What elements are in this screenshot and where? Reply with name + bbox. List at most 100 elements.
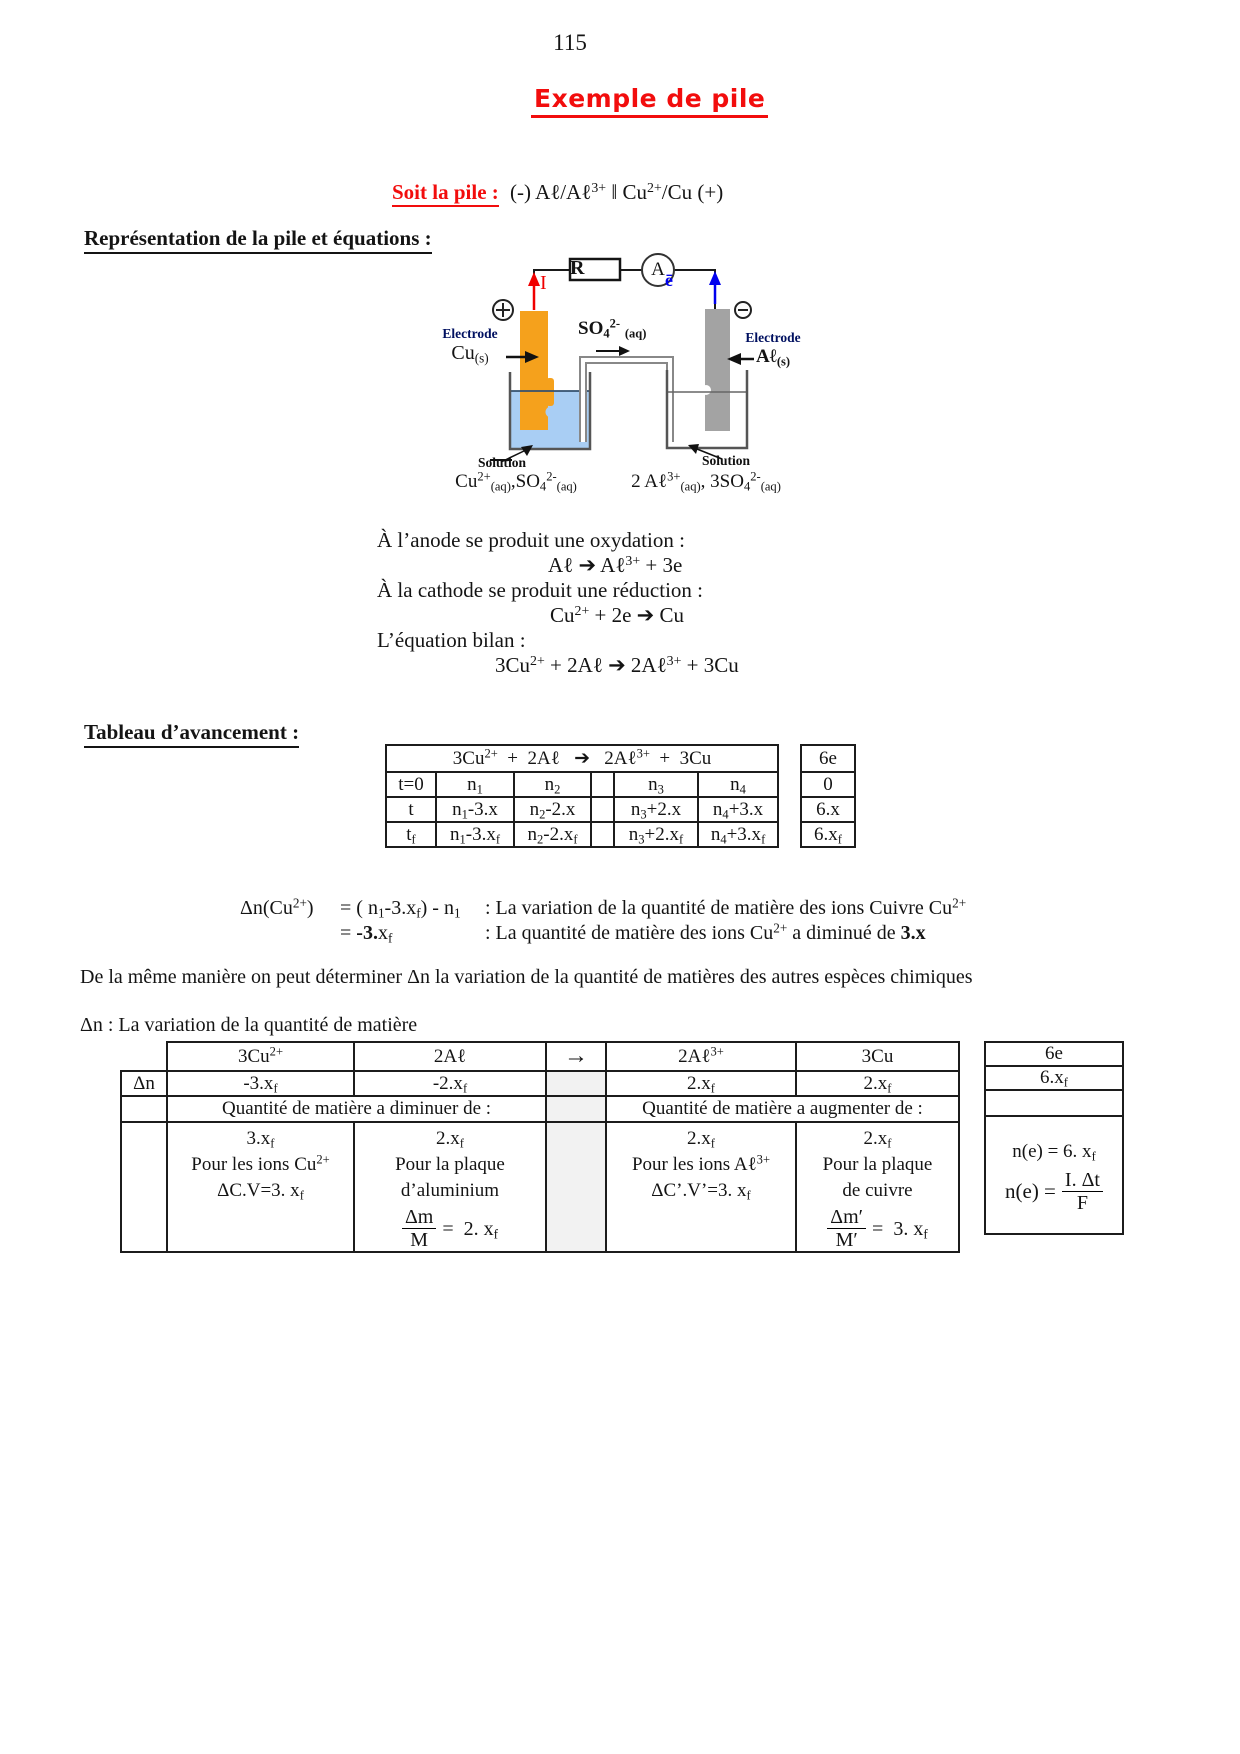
avancement-header: 3Cu2+ + 2Aℓ ➔ 2Aℓ3+ + 3Cu bbox=[384, 744, 780, 773]
resistor-box bbox=[568, 257, 622, 282]
detail-row: 3.xf Pour les ions Cu2+ ΔC.V=3. xf 2.xf … bbox=[120, 1121, 960, 1253]
current-arrow-icon bbox=[528, 272, 540, 310]
cell: n2-2.x bbox=[513, 796, 592, 823]
header-arrow-cell: → bbox=[545, 1041, 607, 1072]
value-line: 2.xf bbox=[863, 1128, 892, 1151]
al-plate-cell: 2.xf Pour la plaque d’aluminium Δm M = 2.… bbox=[353, 1121, 547, 1253]
left-solution-caption: Solution bbox=[477, 455, 527, 470]
increase-label-cell: Quantité de matière a augmenter de : bbox=[605, 1095, 960, 1123]
table-row bbox=[984, 1089, 1124, 1117]
text-line: d’aluminium bbox=[400, 1180, 500, 1201]
right-electrode-label: Electrode Aℓ(s) bbox=[736, 330, 810, 368]
table-row: t n1-3.x n2-2.x n3+2.x n4+3.x bbox=[385, 796, 780, 823]
cell: -2.xf bbox=[353, 1070, 547, 1097]
empty-cell bbox=[984, 1089, 1124, 1117]
cell: 6.x bbox=[800, 796, 856, 823]
left-solution-formula: Cu2+(aq),SO42-(aq) bbox=[455, 469, 577, 494]
delta-n-eq1: = ( n1-3.xf) - n1 bbox=[340, 897, 461, 921]
left-beaker bbox=[508, 372, 592, 451]
mass-fraction-formula: Δm M = 2. xf bbox=[357, 1206, 543, 1250]
value-line: 3.xf bbox=[246, 1128, 275, 1151]
left-electrode-symbol: Cu(s) bbox=[451, 342, 489, 366]
variation-table: 3Cu2+ 2Aℓ → 2Aℓ3+ 3Cu Δn -3.xf -2.xf 2.x… bbox=[120, 1041, 960, 1253]
delta-n-definition-line: Δn : La variation de la quantité de mati… bbox=[80, 1014, 418, 1036]
right-solution-pointer-icon bbox=[688, 444, 723, 460]
cell: n1-3.x bbox=[435, 796, 515, 823]
cell: n3+2.xf bbox=[613, 821, 699, 848]
header-cell: 3Cu bbox=[795, 1041, 960, 1072]
ghost-cell bbox=[121, 1042, 167, 1071]
text-line: Pour les ions Cu2+ bbox=[191, 1152, 330, 1175]
decrease-label-cell: Quantité de matière a diminuer de : bbox=[166, 1095, 547, 1123]
right-solution-formula: 2 Aℓ3+(aq), 3SO42-(aq) bbox=[631, 469, 781, 494]
value-line: 2.xf bbox=[687, 1128, 715, 1151]
section-heading-representation: Représentation de la pile et équations : bbox=[84, 226, 432, 254]
header-cell: 2Aℓ3+ bbox=[605, 1041, 797, 1072]
delta-n-desc1: : La variation de la quantité de matière… bbox=[485, 895, 967, 919]
avancement-table: 3Cu2+ + 2Aℓ ➔ 2Aℓ3+ + 3Cu t=0 n1 n2 n3 n… bbox=[384, 744, 780, 848]
cell: n1 bbox=[435, 771, 515, 798]
text-line: de cuivre bbox=[842, 1180, 913, 1201]
cell: n4 bbox=[696, 771, 780, 798]
delta-n-eq2: = -3.xf bbox=[340, 922, 393, 946]
text-line: Pour les ions Aℓ3+ bbox=[631, 1152, 771, 1175]
subheader-row: Quantité de matière a diminuer de : Quan… bbox=[120, 1095, 960, 1123]
electron-variation-table: 6e 6.xf n(e) = 6. xf n(e) = I. Δt F bbox=[984, 1041, 1124, 1235]
cathode-equation: Cu2+ + 2e ➔ Cu bbox=[550, 603, 685, 627]
cell-6e: 6e bbox=[984, 1041, 1124, 1067]
table-row: 6e bbox=[984, 1041, 1124, 1067]
anode-equation: Aℓ ➔ Aℓ3+ + 3e bbox=[548, 553, 683, 577]
table-row: t=0 n1 n2 n3 n4 bbox=[385, 771, 780, 798]
page-number: 115 bbox=[553, 30, 587, 55]
bilan-intro: L’équation bilan : bbox=[377, 628, 526, 652]
anode-intro: À l’anode se produit une oxydation : bbox=[377, 528, 685, 552]
cell-diagram: R A I ē Electrode Cu(s) SO42- (aq) Elect… bbox=[400, 228, 830, 520]
text-line: Pour la plaque bbox=[822, 1154, 933, 1175]
variation-header-row: 3Cu2+ 2Aℓ → 2Aℓ3+ 3Cu bbox=[121, 1041, 960, 1072]
plus-terminal-icon bbox=[492, 299, 514, 321]
left-electrode-caption: Electrode bbox=[442, 326, 498, 341]
faraday-formula: n(e) = I. Δt F bbox=[988, 1169, 1120, 1214]
table-row: 6.x bbox=[800, 796, 856, 823]
page-title: Exemple de pile bbox=[531, 84, 769, 118]
circuit-wires bbox=[533, 269, 716, 309]
right-electrode-symbol: Aℓ(s) bbox=[755, 346, 791, 369]
cathode-intro: À la cathode se produit une réduction : bbox=[377, 578, 703, 602]
salt-bridge-label: SO42- (aq) bbox=[578, 316, 647, 341]
right-electrode-pointer-icon bbox=[727, 353, 754, 365]
right-solution-caption: Solution bbox=[701, 453, 751, 468]
delta-n-row-label: Δn bbox=[120, 1070, 168, 1097]
cell: n2-2.xf bbox=[513, 821, 592, 848]
cell: 2.xf bbox=[605, 1070, 797, 1097]
delta-n-desc2: : La quantité de matière des ions Cu2+ a… bbox=[485, 920, 926, 944]
cell: 6.xf bbox=[800, 821, 856, 848]
avancement-header-row: 3Cu2+ + 2Aℓ ➔ 2Aℓ3+ + 3Cu bbox=[384, 744, 780, 773]
cell: n4+3.x bbox=[696, 796, 780, 823]
cu-plate-cell: 2.xf Pour la plaque de cuivre Δm′ M′ = 3.… bbox=[795, 1121, 960, 1253]
header-cell: 2Aℓ bbox=[353, 1041, 547, 1072]
cell: 6.xf bbox=[984, 1065, 1124, 1091]
delta-n-row: Δn -3.xf -2.xf 2.xf 2.xf bbox=[120, 1070, 960, 1097]
cu-ions-cell: 3.xf Pour les ions Cu2+ ΔC.V=3. xf bbox=[166, 1121, 355, 1253]
table-row: 6.xf bbox=[984, 1065, 1124, 1091]
table-row: n(e) = 6. xf n(e) = I. Δt F bbox=[984, 1115, 1124, 1235]
table-row: 6e bbox=[800, 744, 856, 773]
mass-fraction-formula: Δm′ M′ = 3. xf bbox=[799, 1206, 956, 1250]
cell-6e: 6e bbox=[800, 744, 856, 773]
cell: -3.xf bbox=[166, 1070, 355, 1097]
cell-separator bbox=[545, 1095, 607, 1123]
cell: 2.xf bbox=[795, 1070, 960, 1097]
same-manner-paragraph: De la même manière on peut déterminer Δn… bbox=[80, 966, 973, 988]
current-label: I bbox=[540, 272, 547, 294]
cell: n2 bbox=[513, 771, 592, 798]
left-solution-pointer-icon bbox=[490, 445, 533, 463]
header-cell: 3Cu2+ bbox=[166, 1041, 355, 1072]
table-row: 6.xf bbox=[800, 821, 856, 848]
right-beaker bbox=[665, 370, 749, 450]
cell-separator bbox=[590, 796, 615, 823]
cell-separator bbox=[590, 821, 615, 848]
sulfate-flow-arrow-icon bbox=[596, 346, 630, 356]
electron-label: ē bbox=[665, 270, 673, 290]
table-row: 0 bbox=[800, 771, 856, 798]
copper-electrode bbox=[520, 311, 557, 430]
